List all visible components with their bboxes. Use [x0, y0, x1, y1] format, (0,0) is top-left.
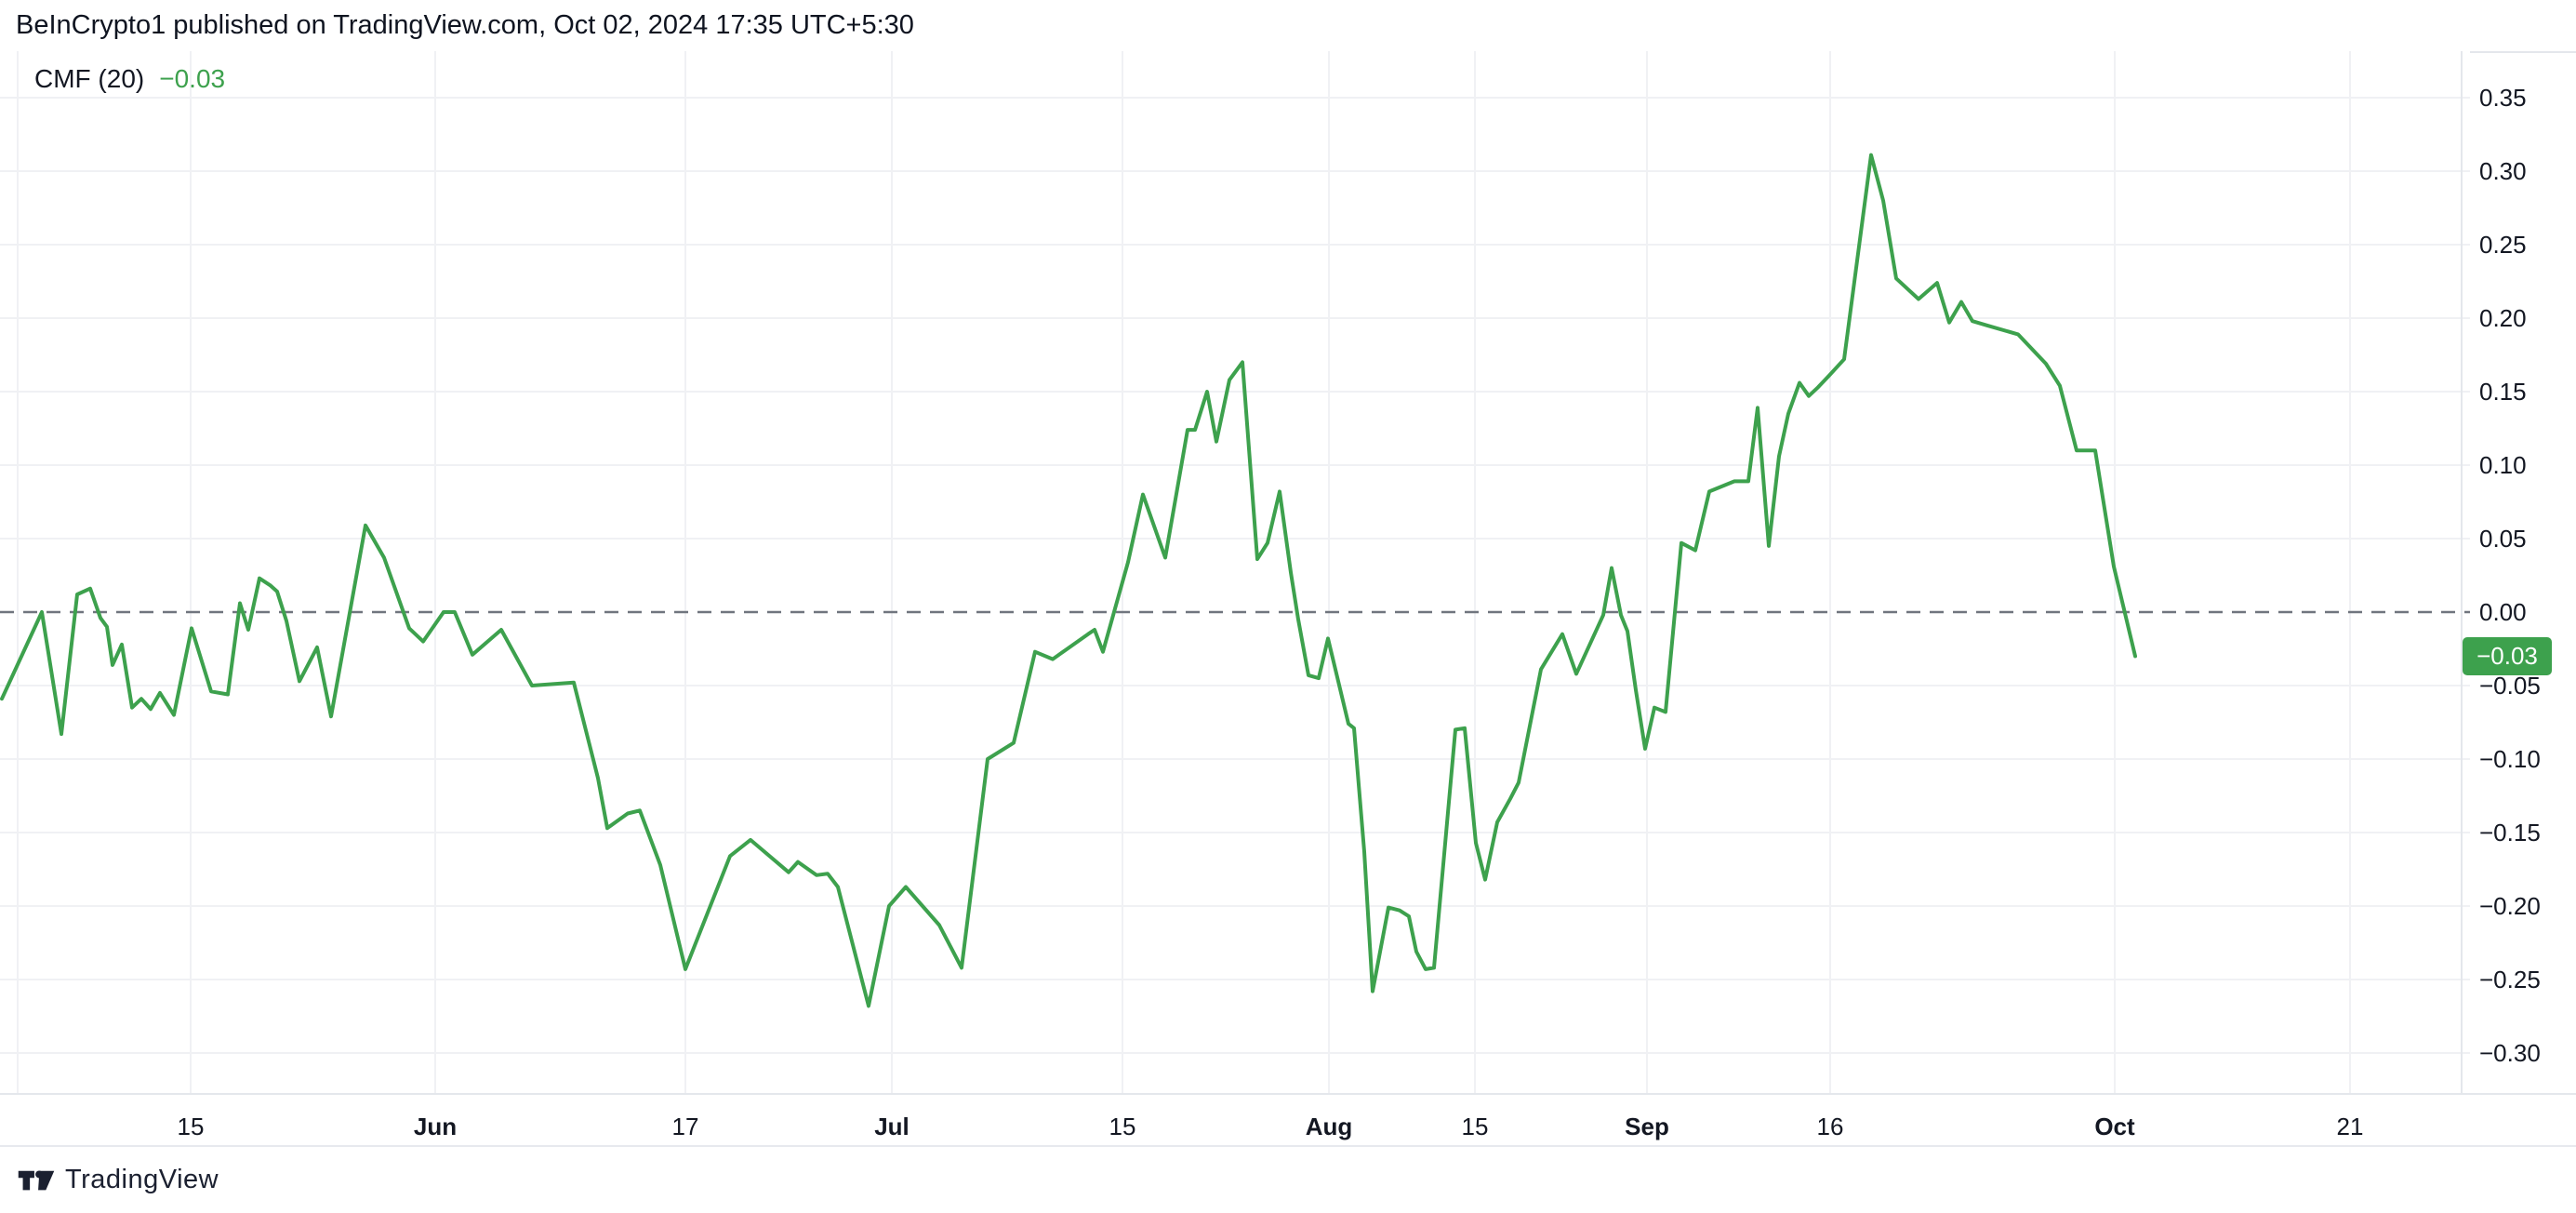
x-tick-label: 21 [2336, 1113, 2364, 1140]
y-tick-label: 0.00 [2479, 598, 2527, 626]
x-tick-label: 15 [1461, 1113, 1489, 1140]
y-tick-label: 0.10 [2479, 451, 2527, 479]
x-tick-label: 17 [671, 1113, 699, 1140]
x-tick-label: 15 [177, 1113, 205, 1140]
x-tick-label: 16 [1816, 1113, 1844, 1140]
indicator-legend: CMF (20) −0.03 [34, 63, 225, 95]
axis-separator [0, 1145, 2576, 1147]
plot-bottom-border [0, 1093, 2576, 1095]
y-tick-label: −0.25 [2479, 966, 2541, 993]
y-tick-label: −0.20 [2479, 892, 2541, 920]
plot-area[interactable] [0, 51, 2470, 1093]
cmf-chart-canvas[interactable] [0, 51, 2470, 1093]
x-tick-label: 15 [1109, 1113, 1136, 1140]
y-tick-label: 0.35 [2479, 84, 2527, 112]
y-tick-label: −0.15 [2479, 819, 2541, 846]
time-axis[interactable]: 15 Jun 17 Jul 15 Aug 15 Sep 16 Oct 21 [0, 1098, 2576, 1145]
tradingview-logo-text: TradingView [65, 1165, 219, 1194]
indicator-name: CMF (20) [34, 64, 145, 93]
y-tick-label: 0.05 [2479, 525, 2527, 553]
tradingview-attribution[interactable]: TradingView [18, 1165, 219, 1195]
y-tick-label: 0.20 [2479, 304, 2527, 332]
x-tick-label: Jun [413, 1113, 458, 1140]
x-tick-label: Sep [1625, 1113, 1669, 1140]
y-tick-label: 0.25 [2479, 231, 2527, 259]
indicator-value: −0.03 [159, 64, 226, 93]
y-tick-label: 0.30 [2479, 157, 2527, 185]
price-axis-border [2461, 51, 2463, 1093]
y-tick-label: −0.05 [2479, 672, 2541, 700]
cmf-line [0, 153, 2137, 1008]
x-tick-label: Jul [874, 1113, 910, 1140]
y-tick-label: −0.10 [2479, 745, 2541, 773]
x-tick-label: Aug [1305, 1113, 1353, 1140]
page-title: BeInCrypto1 published on TradingView.com… [16, 10, 914, 40]
tradingview-logo-icon [18, 1169, 55, 1190]
y-tick-label: 0.15 [2479, 378, 2527, 406]
price-axis[interactable]: 0.35 0.30 0.25 0.20 0.15 0.10 0.05 0.00 −0.05 −0.… [2461, 51, 2576, 1093]
last-value-badge: −0.03 [2463, 637, 2552, 676]
y-tick-label: −0.30 [2479, 1039, 2541, 1067]
x-tick-label: Oct [2094, 1113, 2135, 1140]
